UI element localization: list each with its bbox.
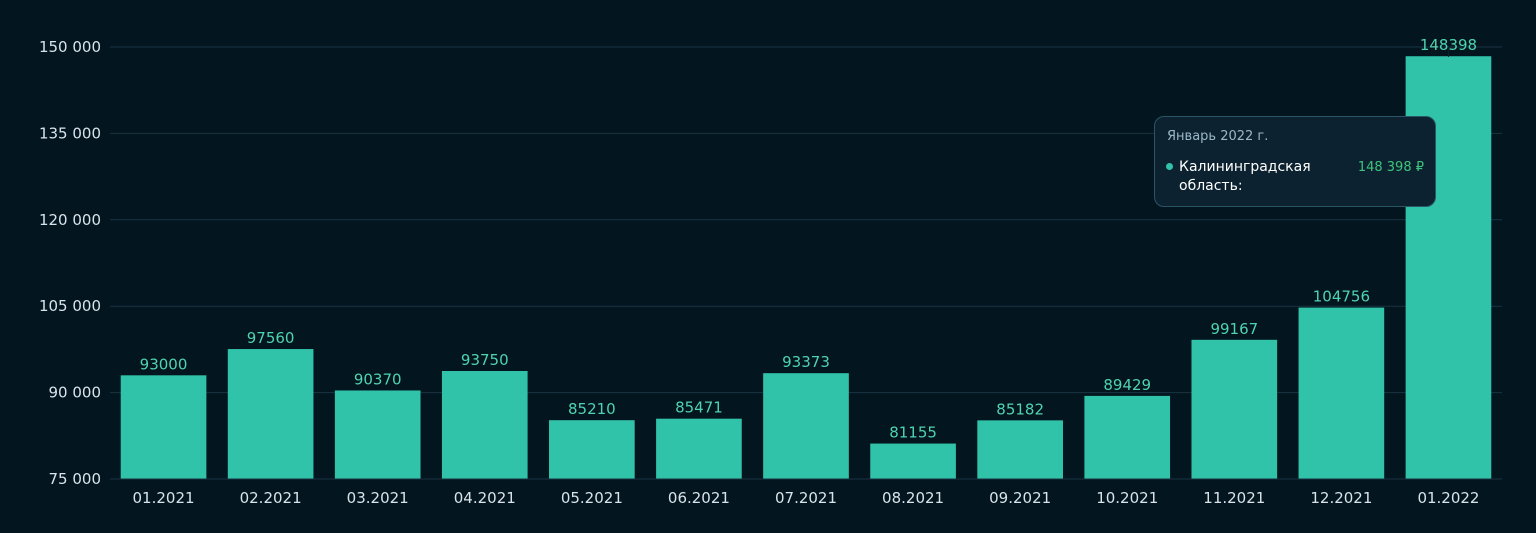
x-tick-label: 08.2021 <box>882 489 944 507</box>
data-labels: 93000 97560 90370 93750 85210 85471 93373 81155… <box>140 36 1477 442</box>
y-tick-label: 150 000 <box>39 38 101 56</box>
x-tick-label: 11.2021 <box>1203 489 1265 507</box>
data-label: 89429 <box>1103 376 1151 394</box>
data-label: 148398 <box>1420 36 1477 54</box>
chart-tooltip: Январь 2022 г. Калининградская область: … <box>1154 116 1436 207</box>
y-tick-label: 75 000 <box>49 470 102 488</box>
data-label: 97560 <box>247 329 295 347</box>
bar <box>763 373 849 479</box>
bar <box>227 349 314 479</box>
bar <box>656 418 742 479</box>
x-tick-label: 02.2021 <box>240 489 302 507</box>
data-label: 93373 <box>782 353 830 371</box>
data-label: 85182 <box>996 400 1044 418</box>
x-tick-label: 07.2021 <box>775 489 837 507</box>
tooltip-title: Январь 2022 г. <box>1167 129 1269 144</box>
y-axis: 75 000 90 000 105 000 120 000 135 000 150 000 <box>39 38 101 488</box>
data-label: 93000 <box>140 355 188 373</box>
data-label: 85210 <box>568 400 616 418</box>
x-tick-label: 04.2021 <box>454 489 516 507</box>
x-axis: 01.2021 02.2021 03.2021 04.2021 05.2021 06.20… <box>110 478 1502 507</box>
y-tick-label: 120 000 <box>39 211 101 229</box>
bar <box>977 420 1063 479</box>
data-label: 93750 <box>461 351 509 369</box>
data-label: 81155 <box>889 424 937 442</box>
bar <box>1191 339 1278 479</box>
data-label: 85471 <box>675 399 723 417</box>
x-tick-label: 06.2021 <box>668 489 730 507</box>
bar <box>441 371 528 479</box>
x-tick-label: 01.2021 <box>133 489 195 507</box>
y-tick-label: 90 000 <box>49 384 102 402</box>
tooltip-series-label: Калининградская область: <box>1179 159 1311 194</box>
bar <box>1084 395 1171 479</box>
bar <box>1298 307 1385 479</box>
x-tick-label: 12.2021 <box>1310 489 1372 507</box>
x-tick-label: 09.2021 <box>989 489 1051 507</box>
bar <box>549 420 635 479</box>
data-label: 99167 <box>1210 320 1258 338</box>
x-tick-label: 10.2021 <box>1096 489 1158 507</box>
bars <box>120 49 1492 480</box>
bar <box>120 375 207 479</box>
x-tick-label: 03.2021 <box>347 489 409 507</box>
x-tick-label: 05.2021 <box>561 489 623 507</box>
x-tick-label: 01.2022 <box>1417 489 1479 507</box>
y-tick-label: 135 000 <box>39 124 101 142</box>
data-label: 104756 <box>1313 288 1370 306</box>
series-dot-icon <box>1166 163 1173 170</box>
tooltip-value: 148 398 ₽ <box>1357 160 1424 175</box>
bar <box>870 443 956 479</box>
bar <box>334 390 421 479</box>
y-tick-label: 105 000 <box>39 297 101 315</box>
data-label: 90370 <box>354 370 402 388</box>
